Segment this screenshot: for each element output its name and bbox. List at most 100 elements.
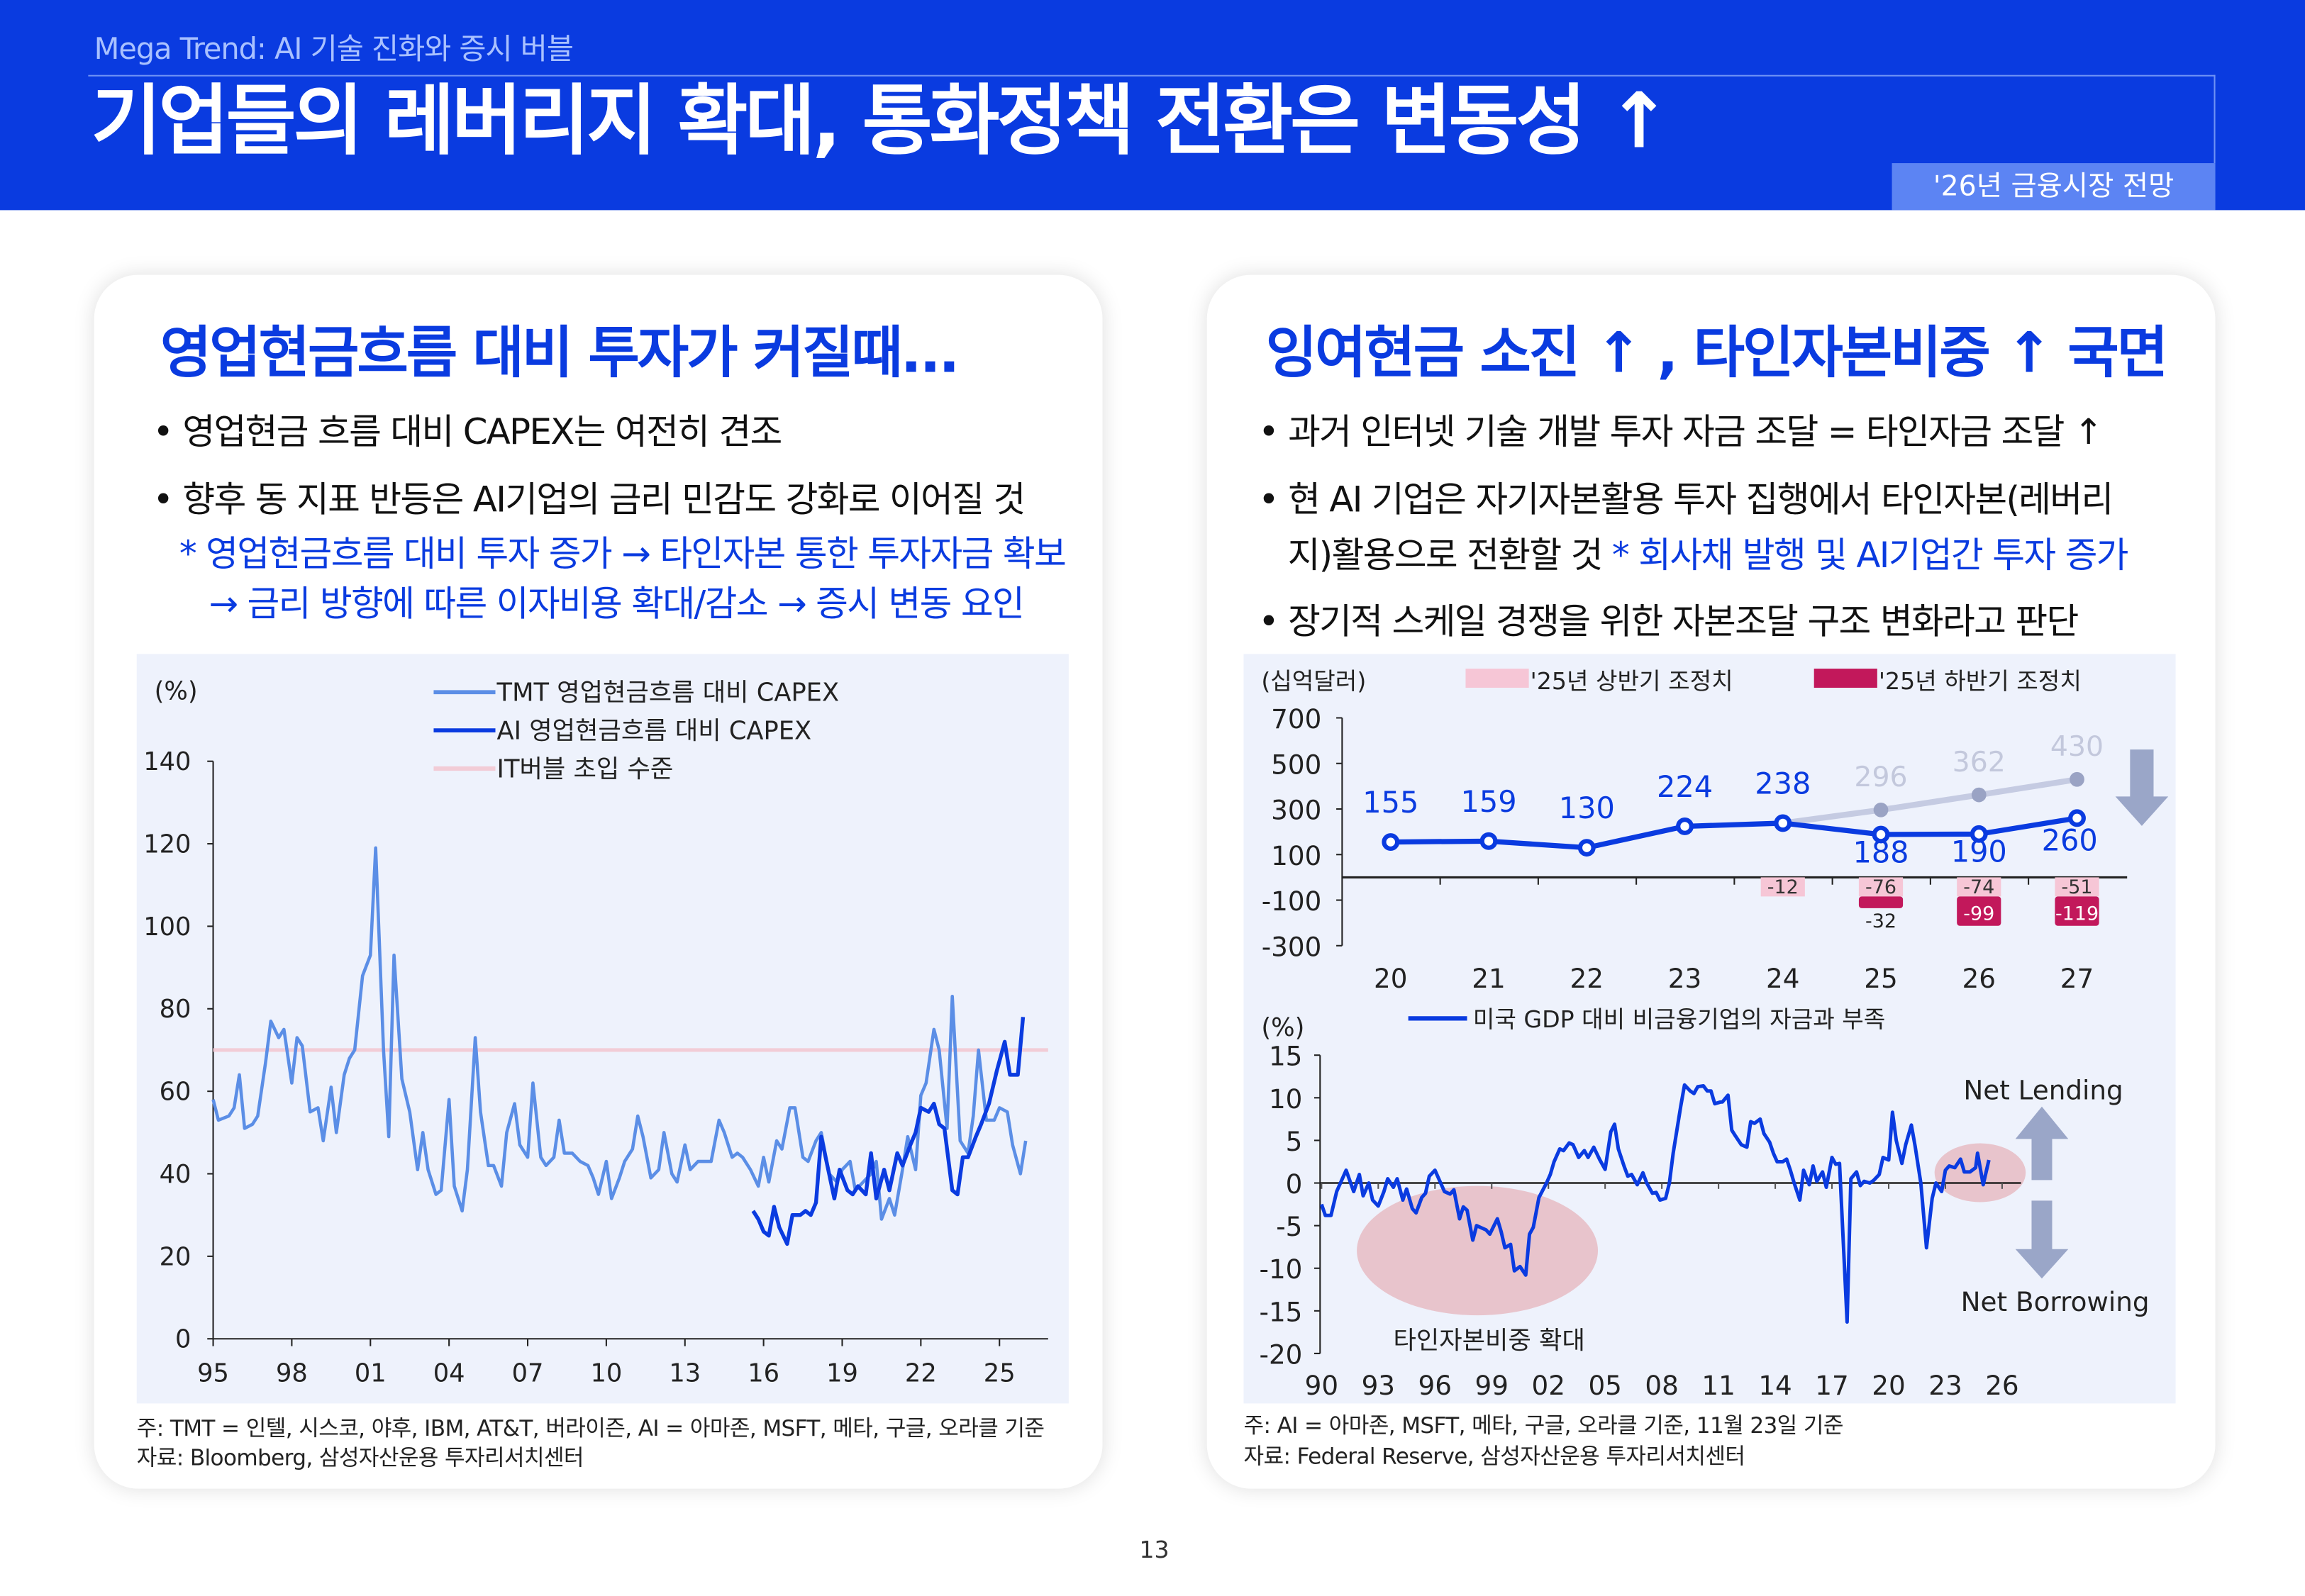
funding-charts-svg: (십억달러) '25년 상반기 조정치 '25년 하반기 조정치 700 500 300 1… [1259, 667, 2169, 1401]
x-tick-label: 19 [826, 1358, 858, 1388]
x-tick-label: 21 [1472, 963, 1505, 994]
bar-h2-adjustment [2055, 896, 2099, 926]
current-estimate-line [1390, 815, 2078, 851]
previous-estimate-label: 362 [1953, 746, 2006, 779]
x-tick-label: 26 [1962, 963, 1996, 994]
annotation-label: Net Lending [1963, 1074, 2123, 1105]
up-arrow-icon [2015, 1106, 2069, 1181]
section-tag: '26년 금융시장 전망 [1892, 163, 2216, 211]
legend-label: AI 영업현금흐름 대비 CAPEX [497, 717, 812, 746]
x-tick-label: 08 [1645, 1370, 1678, 1401]
x-tick-label: 90 [1305, 1370, 1338, 1401]
x-tick-label: 04 [433, 1358, 465, 1388]
bar-h2-adjustment [1858, 896, 1904, 908]
x-tick-label: 99 [1475, 1370, 1509, 1401]
y-tick-label: 700 [1271, 703, 1321, 735]
x-tick-label: 23 [1928, 1370, 1962, 1401]
y-tick-label: -20 [1259, 1339, 1302, 1370]
x-tick-label: 07 [512, 1358, 544, 1388]
bullet-continuation: 지)활용으로 전환할 것 * 회사채 발행 및 AI기업간 투자 증가 [1288, 535, 2129, 576]
bar-label: -99 [1963, 903, 1994, 925]
x-tick-label: 17 [1815, 1370, 1848, 1401]
current-estimate-point [1676, 817, 1694, 835]
x-tick-label: 05 [1588, 1370, 1621, 1401]
y-tick-label: 10 [1269, 1083, 1302, 1115]
y-tick-label: -100 [1262, 886, 1322, 917]
legend-label: '25년 상반기 조정치 [1531, 667, 1733, 695]
header-divider-vertical [2214, 74, 2216, 164]
current-estimate-point [1577, 839, 1596, 857]
bar-h1-adjustment [1957, 877, 2001, 897]
note-inline: * 회사채 발행 및 AI기업간 투자 증가 [1611, 535, 2129, 576]
y-tick-label: 20 [160, 1242, 191, 1271]
source-note: 자료: Federal Reserve, 삼성자산운용 투자리서치센터 [1243, 1443, 1745, 1470]
y-tick-label: 140 [143, 747, 191, 776]
y-tick-label: 5 [1286, 1126, 1303, 1157]
current-estimate-label: 188 [1853, 835, 1909, 869]
down-arrow-icon [2015, 1200, 2069, 1279]
y-tick-label: 60 [160, 1078, 191, 1107]
x-tick-label: 23 [1668, 963, 1701, 994]
bar-label: -74 [1963, 876, 1994, 898]
legend-swatch [1465, 669, 1529, 688]
page-number: 13 [1139, 1535, 1170, 1564]
right-card: 잉여현금 소진 ↑ , 타인자본비중 ↑ 국면 • 과거 인터넷 기술 개발 투… [1206, 274, 2216, 1489]
x-tick-label: 10 [590, 1358, 622, 1388]
x-tick-label: 01 [355, 1358, 387, 1388]
y-unit-label: (십억달러) [1261, 667, 1366, 695]
previous-estimate-point [2070, 771, 2084, 787]
source-note: 자료: Bloomberg, 삼성자산운용 투자리서치센터 [136, 1444, 584, 1471]
ai-capex-line [751, 1017, 1026, 1246]
y-tick-label: 300 [1271, 795, 1321, 826]
annotation-label: Net Borrowing [1961, 1286, 2150, 1317]
y-tick-label: 100 [1271, 840, 1321, 871]
x-tick-label: 26 [1985, 1370, 2018, 1401]
bar-h2-adjustment [1957, 896, 2001, 926]
x-tick-label: 25 [1864, 963, 1897, 994]
note-line: * 영업현금흐름 대비 투자 증가 → 타인자본 통한 투자자금 확보 [179, 533, 1067, 575]
previous-estimate-point [1873, 802, 1889, 817]
x-tick-label: 98 [276, 1358, 308, 1388]
previous-estimate-line [1782, 776, 2078, 827]
x-tick-label: 24 [1766, 963, 1799, 994]
y-tick-label: 15 [1269, 1041, 1302, 1072]
x-tick-label: 95 [197, 1358, 229, 1388]
capex-chart: (%) 0 20 40 60 80 100 120 140 95 98 01 04 07 10 13 16 19 2… [136, 654, 1069, 1404]
bullet: • 장기적 스케일 경쟁을 위한 자본조달 구조 변화라고 판단 [1258, 601, 2079, 642]
bar-h1-adjustment [1760, 877, 1805, 897]
x-tick-label: 14 [1758, 1370, 1792, 1401]
x-tick-label: 13 [669, 1358, 701, 1388]
current-estimate-point [1970, 825, 1988, 843]
funding-charts: (십억달러) '25년 상반기 조정치 '25년 하반기 조정치 700 500 300 1… [1243, 654, 2176, 1404]
x-tick-label: 25 [984, 1358, 1016, 1388]
y-tick-label: 0 [1286, 1168, 1303, 1200]
tmt-capex-line [211, 846, 1028, 1221]
bar-label: -12 [1767, 876, 1799, 898]
y-tick-label: 80 [160, 995, 191, 1024]
bar-label: -32 [1865, 910, 1896, 932]
y-tick-label: 0 [175, 1325, 191, 1354]
financing-gap-line [1320, 1083, 1991, 1324]
x-tick-label: 02 [1531, 1370, 1565, 1401]
current-estimate-point [1872, 825, 1890, 844]
header-divider [88, 74, 2216, 77]
y-tick-label: 100 [143, 913, 191, 942]
previous-estimate-label: 296 [1854, 761, 1907, 793]
legend-label: IT버블 초입 수준 [497, 754, 674, 783]
left-card-heading: 영업현금흐름 대비 투자가 커질때... [160, 320, 960, 386]
legend-label: '25년 하반기 조정치 [1879, 667, 2082, 695]
y-tick-label: -10 [1259, 1254, 1302, 1285]
current-estimate-label: 224 [1657, 770, 1713, 804]
bar-h1-adjustment [2055, 877, 2099, 897]
right-card-heading: 잉여현금 소진 ↑ , 타인자본비중 ↑ 국면 [1265, 320, 2169, 386]
slide-subtitle: Mega Trend: AI 기술 진화와 증시 버블 [94, 30, 574, 67]
x-tick-label: 11 [1701, 1370, 1735, 1401]
bullet: • 향후 동 지표 반등은 AI기업의 금리 민감도 강화로 이어질 것 [152, 479, 1026, 520]
x-tick-label: 16 [748, 1358, 779, 1388]
current-estimate-label: 130 [1559, 791, 1615, 825]
x-tick-label: 96 [1418, 1370, 1452, 1401]
highlight-ellipse [1357, 1185, 1599, 1316]
bar-label: -51 [2062, 876, 2093, 898]
current-estimate-point [1774, 814, 1792, 832]
